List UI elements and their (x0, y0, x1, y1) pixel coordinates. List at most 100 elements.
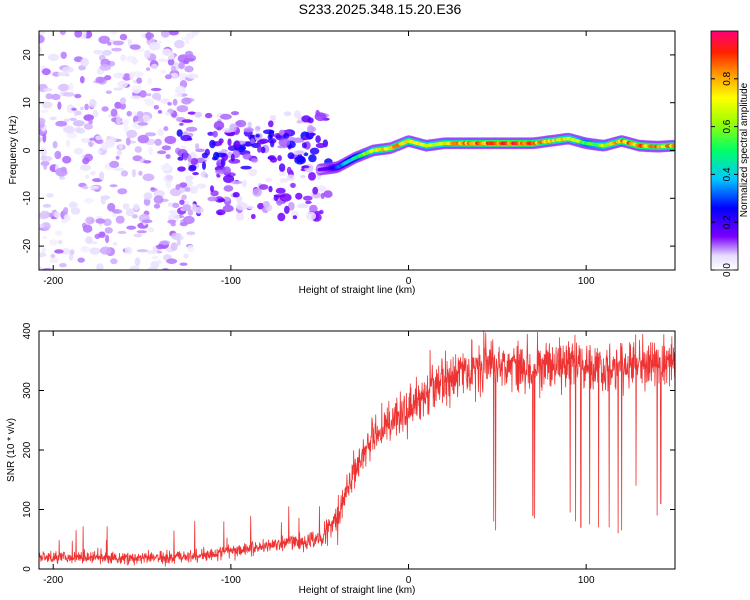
heatmap-blob (187, 245, 195, 253)
heatmap-blob (308, 154, 317, 163)
heatmap-blob (293, 110, 301, 119)
heatmap-blob (147, 77, 153, 85)
heatmap-blob (257, 144, 262, 153)
heatmap-blob (117, 230, 127, 234)
heatmap-blob (174, 93, 183, 98)
heatmap-blob (50, 253, 56, 259)
snr-x-label: Height of straight line (km) (299, 585, 416, 596)
colorbar-tick-label: 0.0 (722, 263, 733, 277)
heatmap-blob (309, 204, 318, 213)
heatmap-blob (125, 137, 131, 146)
snr-y-axis: 0 100 200 300 400 (22, 322, 675, 572)
colorbar-tick-label: 0.6 (722, 119, 733, 133)
heatmap-blob (133, 203, 140, 211)
heatmap-blob (41, 222, 51, 231)
heatmap-blob (40, 109, 49, 113)
heatmap-blob (122, 73, 132, 81)
heatmap-blob (167, 219, 177, 224)
heatmap-blob (134, 146, 142, 153)
heatmap-blob (309, 132, 316, 136)
heatmap-blob (99, 246, 112, 255)
heatmap-blob (290, 182, 296, 188)
heatmap-blob (153, 105, 159, 110)
heatmap-blob (55, 120, 68, 127)
heatmap-blob (273, 194, 279, 202)
heatmap-blob (235, 212, 244, 221)
heatmap-blob (179, 262, 188, 266)
heatmap-blob (151, 255, 159, 260)
colorbar-ticks: 0.0 0.2 0.4 0.6 0.8 (711, 71, 738, 277)
heatmap-blob (69, 249, 75, 256)
heatmap-blob (57, 72, 69, 76)
heatmap-blob (80, 57, 89, 67)
heatmap-blob (137, 134, 149, 144)
heatmap-blob (309, 147, 320, 155)
heatmap-blob (107, 202, 116, 212)
heatmap-blob (180, 36, 193, 41)
heatmap-blob (286, 174, 295, 181)
heatmap-blob (130, 95, 142, 100)
heatmap-blob (240, 165, 252, 170)
heatmap-blob (143, 160, 152, 164)
heatmap-blob (42, 204, 52, 208)
x-tick-label: 0 (406, 575, 412, 586)
heatmap-blob (134, 257, 141, 266)
heatmap-blob (159, 240, 171, 246)
heatmap-blob (126, 225, 137, 230)
heatmap-blob (118, 143, 124, 150)
heatmap-blob (202, 161, 206, 170)
heatmap-blob (314, 112, 327, 122)
heatmap-blob (131, 168, 136, 178)
heatmap-blob (98, 171, 105, 181)
heatmap-blob (275, 187, 286, 194)
heatmap-blob (116, 116, 122, 125)
snr-y-label: SNR (10 * v/v) (6, 418, 17, 482)
heatmap-blob (320, 192, 325, 199)
heatmap-blob (185, 39, 190, 45)
heatmap-blob (41, 68, 51, 76)
heatmap-blob (243, 127, 254, 133)
heatmap-blob (51, 93, 61, 101)
heatmap-blob (201, 152, 209, 159)
heatmap-blob (227, 138, 232, 146)
heatmap-blob (129, 265, 140, 270)
heatmap-blob (268, 129, 275, 139)
heatmap-blob (101, 106, 109, 112)
heatmap-blob (277, 155, 282, 162)
heatmap-blob (190, 158, 198, 165)
heatmap-blob (53, 211, 61, 219)
heatmap-blob (178, 187, 186, 193)
heatmap-blob (55, 167, 68, 177)
heatmap-blob (49, 116, 58, 121)
ridge-core (671, 144, 675, 148)
heatmap-blob (235, 121, 242, 126)
heatmap-blob (183, 215, 195, 225)
heatmap-blob (217, 198, 226, 203)
heatmap-blob (167, 102, 172, 106)
heatmap-blob (42, 101, 53, 109)
y-tick-label: 0 (22, 147, 33, 153)
heatmap-blob (85, 216, 95, 225)
heatmap-blob (170, 72, 179, 79)
heatmap-blob (179, 122, 184, 126)
heatmap-blob (59, 31, 66, 36)
heatmap-blob (314, 210, 322, 215)
heatmap-cells (39, 31, 675, 270)
heatmap-blob (91, 241, 98, 245)
heatmap-blob (177, 156, 184, 161)
heatmap-blob (63, 214, 71, 222)
heatmap-blob (220, 113, 232, 120)
heatmap-blob (54, 150, 62, 160)
heatmap-blob (60, 51, 67, 59)
y-tick-label: 400 (22, 322, 33, 339)
heatmap-blob (100, 142, 109, 150)
heatmap-blob (220, 149, 228, 154)
heatmap-blob (68, 82, 74, 92)
heatmap-blob (182, 131, 189, 136)
heatmap-blob (143, 98, 154, 103)
heatmap-blob (187, 111, 197, 115)
heatmap-blob (204, 112, 213, 119)
heatmap-blob (185, 175, 194, 181)
